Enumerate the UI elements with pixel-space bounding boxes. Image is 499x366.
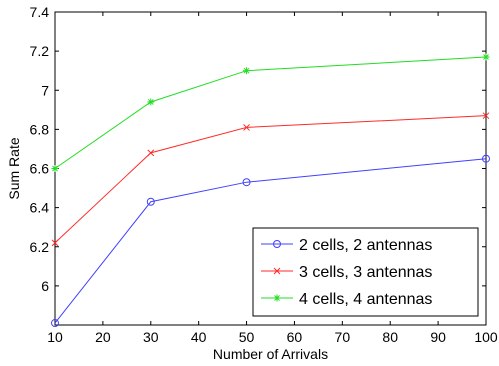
data-point xyxy=(243,67,251,75)
x-tick-label: 40 xyxy=(191,329,207,345)
data-point xyxy=(482,154,490,163)
legend-label: 3 cells, 3 antennas xyxy=(299,264,432,281)
y-tick-label: 6.4 xyxy=(30,200,50,216)
legend-box xyxy=(252,227,479,317)
series-3 xyxy=(51,53,490,172)
data-point xyxy=(482,53,490,61)
legend-label: 2 cells, 2 antennas xyxy=(299,237,432,254)
y-tick-label: 7 xyxy=(41,82,49,98)
data-point xyxy=(51,239,59,247)
legend: 2 cells, 2 antennas 3 cells, 3 antennas 4 … xyxy=(252,227,479,317)
x-tick-label: 10 xyxy=(47,329,63,345)
y-tick-label: 6.8 xyxy=(30,121,50,137)
data-point xyxy=(147,98,155,106)
legend-item: 2 cells, 2 antennas xyxy=(261,237,432,254)
data-point xyxy=(273,294,281,302)
legend-item: 3 cells, 3 antennas xyxy=(261,264,432,281)
x-tick-label: 60 xyxy=(287,329,303,345)
data-point xyxy=(243,124,250,131)
legend-item: 4 cells, 4 antennas xyxy=(261,291,432,308)
series-1 xyxy=(51,154,490,328)
series-layer xyxy=(51,53,490,328)
y-tick-label: 6 xyxy=(41,278,49,294)
data-point xyxy=(51,319,59,328)
x-tick-label: 50 xyxy=(239,329,255,345)
legend-label: 4 cells, 4 antennas xyxy=(299,291,432,308)
y-axis-label: Sum Rate xyxy=(6,137,22,199)
data-point xyxy=(273,240,281,248)
y-tick-label: 6.2 xyxy=(30,239,50,255)
series-line xyxy=(54,56,487,169)
data-point xyxy=(242,178,251,187)
x-tick-label: 100 xyxy=(474,329,498,345)
y-tick-label: 6.6 xyxy=(30,161,50,177)
x-tick-label: 20 xyxy=(95,329,111,345)
x-axis-label: Number of Arrivals xyxy=(213,346,328,362)
data-point xyxy=(273,267,281,275)
y-tick-label: 7.4 xyxy=(30,4,50,20)
x-tick-label: 80 xyxy=(382,329,398,345)
x-tick-label: 70 xyxy=(335,329,351,345)
x-tick-label: 90 xyxy=(430,329,446,345)
series-2 xyxy=(51,112,490,247)
data-point xyxy=(147,149,155,157)
y-tick-label: 7.2 xyxy=(30,43,50,59)
series-line xyxy=(54,115,487,244)
y-axis: 6 6.2 6.4 6.6 6.8 7 7.2 7.4 xyxy=(30,4,486,294)
series-line xyxy=(54,158,487,324)
data-point xyxy=(482,112,490,120)
data-point xyxy=(51,165,59,172)
x-tick-label: 30 xyxy=(143,329,159,345)
data-point xyxy=(146,197,155,206)
x-axis: 10 20 30 40 50 60 70 80 90 100 xyxy=(47,12,498,345)
